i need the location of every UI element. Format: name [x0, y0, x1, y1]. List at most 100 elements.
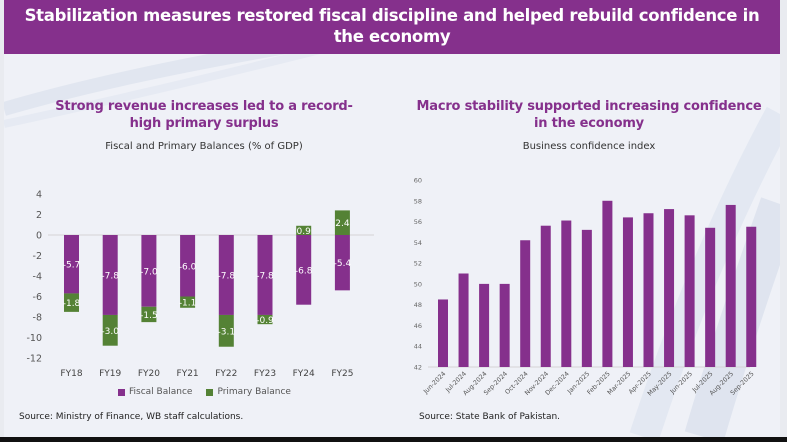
y-tick-label: -6	[33, 292, 42, 303]
x-tick-label: FY25	[331, 369, 353, 379]
y-tick-label: 44	[414, 343, 422, 351]
confidence-index-bar	[581, 229, 592, 367]
y-tick-label: -12	[26, 354, 42, 365]
confidence-index-bar	[520, 240, 531, 367]
left-chart-legend: Fiscal Balance Primary Balance	[118, 387, 291, 397]
legend-item-fiscal-balance: Fiscal Balance	[118, 387, 192, 397]
slide-title-banner: Stabilization measures restored fiscal d…	[4, 0, 780, 54]
primary-balance-data-label: -1.1	[179, 299, 197, 309]
y-tick-label: -10	[26, 333, 42, 344]
fiscal-balance-bar	[180, 235, 196, 297]
confidence-index-bar	[725, 204, 736, 367]
slide: Stabilization measures restored fiscal d…	[4, 0, 780, 437]
y-tick-label: 58	[414, 197, 422, 205]
y-tick-label: -2	[33, 251, 42, 262]
x-tick-label: FY20	[138, 369, 160, 379]
right-panel-subtitle: Business confidence index	[522, 141, 656, 152]
primary-balance-bar	[64, 293, 79, 312]
primary-balance-data-label: -1.8	[63, 299, 81, 309]
y-tick-label: 56	[414, 218, 422, 226]
left-panel-title: Strong revenue increases led to a record…	[34, 98, 374, 132]
primary-balance-bar	[334, 210, 350, 235]
left-source-note: Source: Ministry of Finance, WB staff ca…	[19, 412, 244, 422]
fiscal-balance-bar	[218, 235, 234, 315]
primary-balance-bar	[180, 296, 196, 308]
primary-balance-data-label: -3.0	[101, 327, 119, 337]
y-tick-label: -8	[33, 313, 42, 324]
confidence-index-bar	[684, 215, 695, 367]
legend-item-primary-balance: Primary Balance	[206, 387, 291, 397]
confidence-index-bar	[438, 299, 448, 367]
y-tick-label: 0	[36, 231, 42, 242]
right-panel-title-line1: Macro stability supported increasing con…	[416, 99, 762, 114]
fiscal-balance-bar	[64, 235, 79, 294]
confidence-index-bar	[561, 220, 572, 367]
x-tick-label: Jun-2024	[422, 370, 448, 396]
y-tick-label: 4	[36, 190, 42, 201]
primary-balance-bar	[257, 314, 273, 325]
fiscal-balance-bar	[141, 235, 157, 307]
fiscal-balance-bar	[257, 235, 273, 315]
fiscal-balance-data-label: -7.8	[256, 271, 274, 281]
business-confidence-chart: 60585654525048464442Jun-2024Jul-2024Aug-…	[414, 177, 757, 397]
primary-balance-bar	[218, 314, 234, 347]
primary-balance-bar	[296, 225, 312, 235]
right-panel-title-line2: in the economy	[534, 116, 644, 131]
y-tick-label: 50	[414, 280, 422, 288]
confidence-index-bar	[664, 209, 675, 367]
confidence-index-bar	[602, 200, 613, 367]
primary-balance-data-label: 2.4	[335, 219, 350, 229]
primary-balance-data-label: -1.5	[140, 311, 158, 321]
primary-balance-swatch	[206, 388, 214, 396]
slide-title-line1: Stabilization measures restored fiscal d…	[24, 6, 760, 25]
confidence-index-bar	[499, 283, 510, 367]
y-tick-label: 52	[414, 260, 422, 268]
confidence-index-bar	[622, 217, 633, 367]
fiscal-balance-data-label: -7.8	[101, 271, 119, 281]
y-tick-label: 2	[36, 210, 42, 221]
y-tick-label: 54	[414, 239, 422, 247]
left-panel-title-line2: high primary surplus	[129, 116, 279, 131]
y-tick-label: -4	[33, 272, 42, 283]
bottom-edge-bar	[0, 437, 787, 442]
fiscal-balance-data-label: -5.4	[334, 259, 352, 269]
y-tick-label: 42	[414, 364, 422, 372]
x-tick-label: FY18	[60, 369, 82, 379]
legend-label-fiscal-balance: Fiscal Balance	[129, 387, 193, 397]
x-tick-label: FY22	[215, 369, 237, 379]
fiscal-balance-data-label: -5.7	[63, 261, 81, 271]
fiscal-balance-swatch	[118, 388, 125, 396]
legend-label-primary-balance: Primary Balance	[217, 387, 291, 397]
primary-balance-bar	[102, 314, 118, 346]
confidence-index-bar	[746, 226, 757, 367]
primary-balance-bar	[141, 306, 157, 323]
primary-balance-data-label: 0.9	[297, 227, 312, 237]
fiscal-balance-bar	[102, 235, 118, 315]
fiscal-balance-data-label: -7.0	[140, 267, 158, 277]
y-tick-label: 46	[414, 322, 422, 330]
confidence-index-bar	[643, 213, 654, 367]
x-tick-label: FY19	[99, 369, 121, 379]
slide-title-line2: the economy	[333, 27, 451, 46]
left-panel-title-line1: Strong revenue increases led to a record…	[55, 99, 353, 114]
x-tick-label: FY21	[177, 369, 199, 379]
fiscal-balance-chart: 4 2 0 -2 -4 -6 -8 -10 -12 -5.7 -1.8 FY18 -7.8 -3.0 FY1…	[26, 190, 374, 379]
y-tick-label: 60	[414, 177, 422, 185]
fiscal-balance-data-label: -6.0	[179, 262, 197, 272]
confidence-index-bar	[540, 225, 551, 367]
x-tick-label: FY23	[254, 369, 276, 379]
left-panel-subtitle: Fiscal and Primary Balances (% of GDP)	[105, 141, 303, 152]
fiscal-balance-data-label: -7.8	[218, 271, 236, 281]
confidence-index-bar	[479, 283, 490, 367]
right-source-note: Source: State Bank of Pakistan.	[419, 412, 561, 422]
confidence-index-bar	[705, 227, 716, 367]
primary-balance-data-label: -0.9	[256, 316, 274, 326]
primary-balance-data-label: -3.1	[218, 327, 236, 337]
y-tick-label: 48	[414, 301, 422, 309]
fiscal-balance-data-label: -6.8	[295, 266, 313, 276]
fiscal-balance-bar	[334, 235, 350, 291]
right-panel-title: Macro stability supported increasing con…	[404, 98, 774, 132]
confidence-index-bar	[458, 273, 469, 367]
x-tick-label: FY24	[293, 369, 315, 379]
fiscal-balance-bar	[296, 235, 312, 305]
